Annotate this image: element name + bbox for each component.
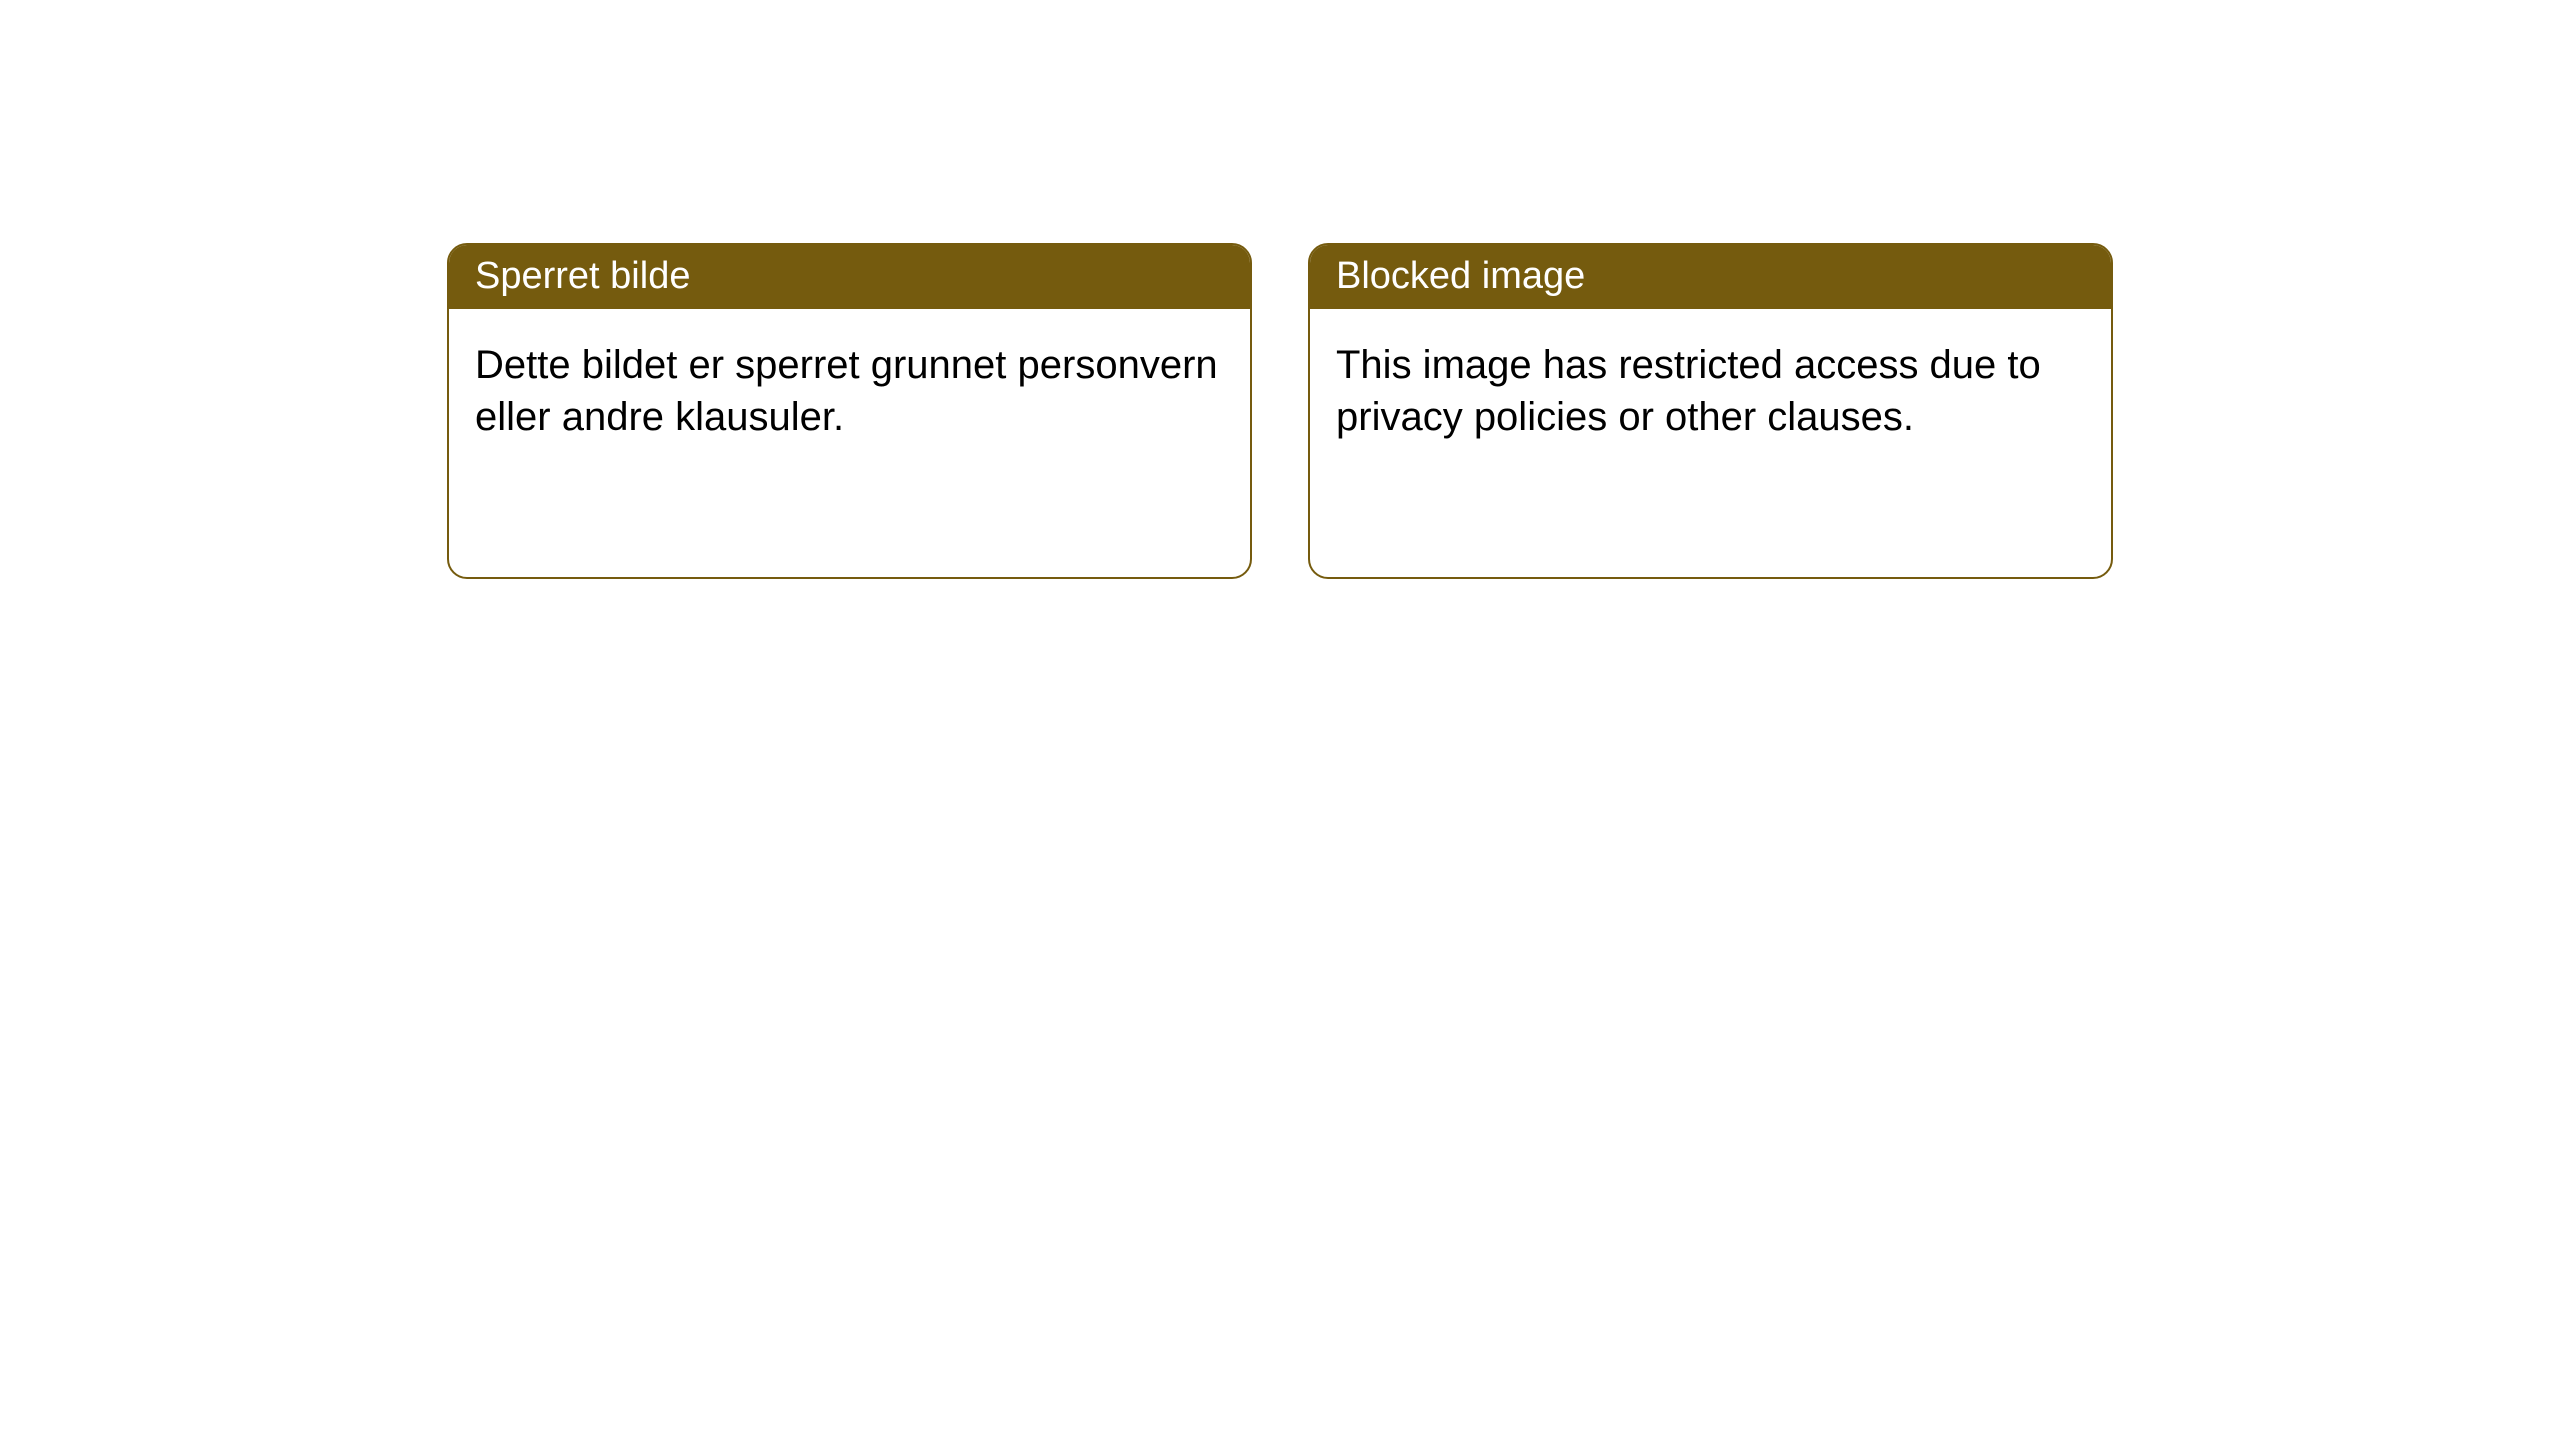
notice-card-body: Dette bildet er sperret grunnet personve… xyxy=(449,309,1250,577)
notice-card-body: This image has restricted access due to … xyxy=(1310,309,2111,577)
notice-card-title: Sperret bilde xyxy=(449,245,1250,309)
notice-card-norwegian: Sperret bilde Dette bildet er sperret gr… xyxy=(447,243,1252,579)
notice-row: Sperret bilde Dette bildet er sperret gr… xyxy=(0,0,2560,579)
notice-card-english: Blocked image This image has restricted … xyxy=(1308,243,2113,579)
notice-card-title: Blocked image xyxy=(1310,245,2111,309)
